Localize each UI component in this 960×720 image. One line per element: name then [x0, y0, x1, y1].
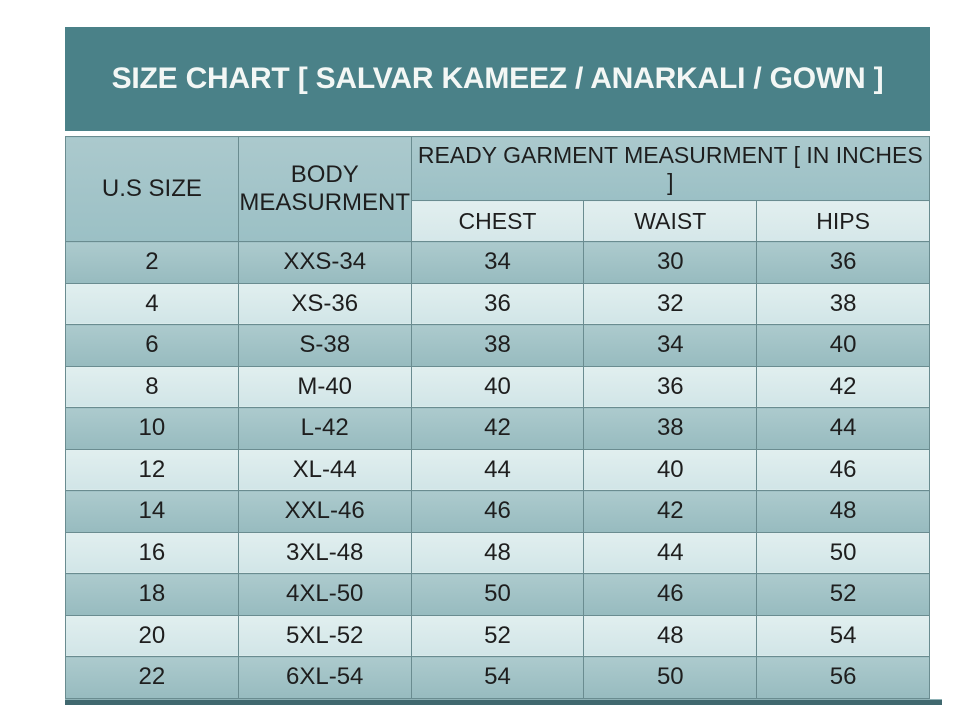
column-header-body-measurment: BODY MEASURMENT: [237, 136, 412, 242]
page-title: SIZE CHART [ SALVAR KAMEEZ / ANARKALI / …: [111, 62, 884, 95]
waist-cell: 48: [583, 614, 758, 657]
table-row: 22 6XL-54 54 50 56: [65, 656, 930, 699]
body-measurment-cell: XL-44: [237, 448, 412, 491]
body-measurment-cell: S-38: [237, 324, 412, 367]
us-size-cell: 6: [65, 324, 239, 367]
chest-cell: 40: [410, 365, 585, 408]
us-size-cell: 14: [65, 490, 239, 533]
us-size-cell: 8: [65, 365, 239, 408]
us-size-cell: 16: [65, 531, 239, 574]
column-header-us-size: U.S SIZE: [65, 136, 239, 242]
chest-cell: 38: [410, 324, 585, 367]
us-size-cell: 20: [65, 614, 239, 657]
waist-cell: 38: [583, 407, 758, 450]
hips-cell: 36: [756, 241, 930, 284]
hips-cell: 56: [756, 656, 930, 699]
table-row: 6 S-38 38 34 40: [65, 324, 930, 367]
table-row: 12 XL-44 44 40 46: [65, 448, 930, 491]
size-chart-sheet: SIZE CHART [ SALVAR KAMEEZ / ANARKALI / …: [65, 27, 942, 705]
title-band: SIZE CHART [ SALVAR KAMEEZ / ANARKALI / …: [65, 27, 930, 131]
chest-cell: 48: [410, 531, 585, 574]
hips-cell: 44: [756, 407, 930, 450]
body-measurment-cell: XXS-34: [237, 241, 412, 284]
table-row: 2 XXS-34 34 30 36: [65, 241, 930, 284]
bottom-border-bar: [65, 698, 942, 705]
chest-cell: 52: [410, 614, 585, 657]
us-size-cell: 4: [65, 282, 239, 325]
table-row: 4 XS-36 36 32 38: [65, 282, 930, 325]
chest-cell: 54: [410, 656, 585, 699]
column-group-header-ready-garment: READY GARMENT MEASURMENT [ IN INCHES ]: [410, 136, 931, 201]
header-row-sub: CHEST WAIST HIPS: [66, 200, 930, 242]
chest-cell: 44: [410, 448, 585, 491]
table-row: 16 3XL-48 48 44 50: [65, 531, 930, 574]
us-size-cell: 2: [65, 241, 239, 284]
column-header-chest: CHEST: [410, 200, 585, 242]
waist-cell: 42: [583, 490, 758, 533]
waist-cell: 40: [583, 448, 758, 491]
size-chart-table: U.S SIZE BODY MEASURMENT READY GARMENT M…: [65, 136, 931, 699]
header-row-main: U.S SIZE BODY MEASURMENT READY GARMENT M…: [65, 136, 931, 242]
chest-cell: 46: [410, 490, 585, 533]
hips-cell: 54: [756, 614, 930, 657]
body-measurment-cell: 6XL-54: [237, 656, 412, 699]
waist-cell: 50: [583, 656, 758, 699]
us-size-cell: 10: [65, 407, 239, 450]
hips-cell: 42: [756, 365, 930, 408]
body-measurment-cell: 3XL-48: [237, 531, 412, 574]
hips-cell: 52: [756, 573, 930, 616]
body-measurment-cell: XS-36: [237, 282, 412, 325]
waist-cell: 32: [583, 282, 758, 325]
body-measurment-cell: 5XL-52: [237, 614, 412, 657]
column-header-hips: HIPS: [756, 200, 930, 242]
waist-cell: 44: [583, 531, 758, 574]
us-size-cell: 12: [65, 448, 239, 491]
table-row: 10 L-42 42 38 44: [65, 407, 930, 450]
body-measurment-cell: XXL-46: [237, 490, 412, 533]
body-measurment-cell: L-42: [237, 407, 412, 450]
us-size-cell: 18: [65, 573, 239, 616]
hips-cell: 48: [756, 490, 930, 533]
chest-cell: 42: [410, 407, 585, 450]
body-measurment-cell: 4XL-50: [237, 573, 412, 616]
waist-cell: 30: [583, 241, 758, 284]
chest-cell: 50: [410, 573, 585, 616]
table-row: 18 4XL-50 50 46 52: [65, 573, 930, 616]
table-header: U.S SIZE BODY MEASURMENT READY GARMENT M…: [65, 136, 931, 242]
table-row: 14 XXL-46 46 42 48: [65, 490, 930, 533]
chest-cell: 36: [410, 282, 585, 325]
body-measurment-cell: M-40: [237, 365, 412, 408]
table-row: 20 5XL-52 52 48 54: [65, 614, 930, 657]
hips-cell: 46: [756, 448, 930, 491]
waist-cell: 36: [583, 365, 758, 408]
waist-cell: 46: [583, 573, 758, 616]
hips-cell: 50: [756, 531, 930, 574]
us-size-cell: 22: [65, 656, 239, 699]
chest-cell: 34: [410, 241, 585, 284]
waist-cell: 34: [583, 324, 758, 367]
table-row: 8 M-40 40 36 42: [65, 365, 930, 408]
column-header-waist: WAIST: [583, 200, 758, 242]
hips-cell: 40: [756, 324, 930, 367]
hips-cell: 38: [756, 282, 930, 325]
size-table-body: 2 XXS-34 34 30 36 4 XS-36 36 32 38 6 S-38 38 34 40 8 M-4…: [65, 241, 930, 699]
